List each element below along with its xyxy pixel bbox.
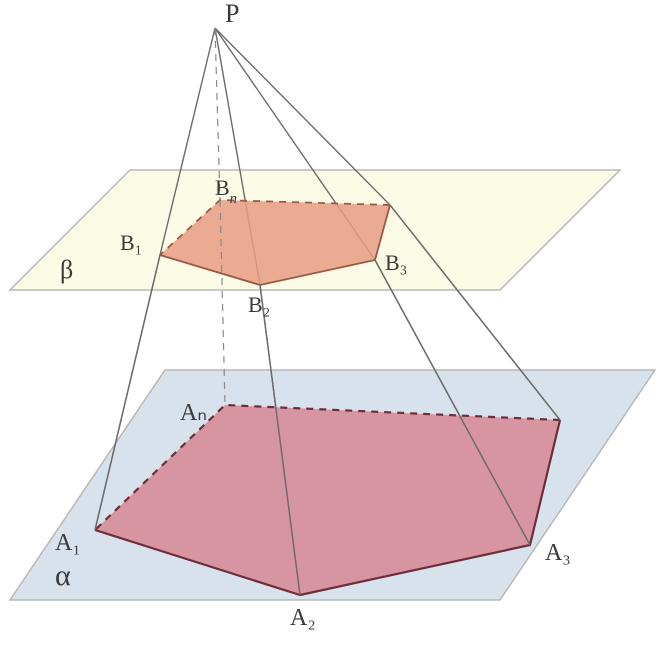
label-A2: A₂ — [290, 605, 316, 631]
label-A3: A₃ — [545, 540, 571, 566]
label-B1: B₁ — [120, 230, 142, 255]
label-beta: β — [60, 255, 73, 284]
label-B3: B₃ — [385, 250, 407, 275]
label-B2: B₂ — [248, 292, 270, 317]
label-A1: A₁ — [55, 530, 81, 556]
label-P: P — [225, 0, 239, 28]
label-alpha: α — [55, 559, 71, 592]
label-An: Aₙ — [180, 400, 207, 426]
geometry-diagram: PBnB₁B₂B₃βAₙA₁A₂A₃α — [0, 0, 663, 659]
